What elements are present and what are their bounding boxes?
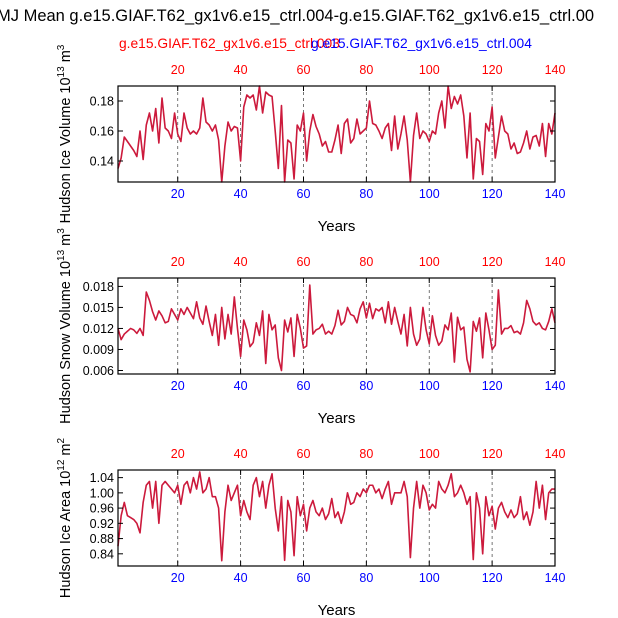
x-tick-label: 140 <box>545 571 566 585</box>
x-tick-label-top: 120 <box>482 447 503 461</box>
x-tick-label-top: 140 <box>545 447 566 461</box>
x-tick-label-top: 140 <box>545 255 566 269</box>
x-tick-label-top: 120 <box>482 63 503 77</box>
y-axis-title: Hudson Ice Area 1012 m2 <box>56 437 74 598</box>
x-tick-label: 60 <box>297 187 311 201</box>
x-tick-label: 100 <box>419 379 440 393</box>
y-tick-label: 0.84 <box>90 547 114 561</box>
x-tick-label-top: 20 <box>171 255 185 269</box>
plot-frame <box>117 469 556 567</box>
y-tick-label: 0.018 <box>83 280 114 294</box>
x-tick-label-top: 20 <box>171 63 185 77</box>
y-tick-label: 0.18 <box>90 95 114 109</box>
x-axis-title: Years <box>318 218 356 235</box>
legend-case1-label: g.e15.GIAF.T62_gx1v6.e15_ctrl.003 <box>119 36 340 51</box>
x-tick-label: 20 <box>171 379 185 393</box>
y-axis-title: Hudson Snow Volume 1013 m3 <box>56 228 74 424</box>
y-axis-title: Hudson Ice Volume 1013 m3 <box>56 44 74 223</box>
x-tick-label: 120 <box>482 379 503 393</box>
x-tick-label-top: 100 <box>419 255 440 269</box>
x-tick-label: 60 <box>297 379 311 393</box>
x-tick-label-top: 100 <box>419 447 440 461</box>
x-tick-label: 60 <box>297 571 311 585</box>
plot-frame <box>117 85 556 183</box>
y-tick-label: 0.14 <box>90 155 114 169</box>
x-tick-label-top: 140 <box>545 63 566 77</box>
y-tick-label: 0.16 <box>90 125 114 139</box>
chart-panel-3: 20204040606080801001001201201401400.840.… <box>56 437 565 618</box>
x-tick-label: 140 <box>545 187 566 201</box>
x-tick-label-top: 100 <box>419 63 440 77</box>
series-line <box>117 471 555 562</box>
x-tick-label-top: 80 <box>359 255 373 269</box>
x-tick-label-top: 120 <box>482 255 503 269</box>
legend-case2-label: g.e15.GIAF.T62_gx1v6.e15_ctrl.004 <box>311 36 532 51</box>
x-tick-label-top: 60 <box>297 255 311 269</box>
x-tick-label-top: 40 <box>234 255 248 269</box>
x-tick-label-top: 80 <box>359 447 373 461</box>
x-tick-label: 20 <box>171 571 185 585</box>
y-tick-label: 0.92 <box>90 517 114 531</box>
y-tick-label: 1.04 <box>90 471 114 485</box>
x-tick-label: 80 <box>359 379 373 393</box>
plot-frame <box>117 277 556 375</box>
chart-panel-2: 20 20 40 40 60 60 80 80 100 100 120 120 140 140 0.006 0… <box>56 228 565 427</box>
series-line <box>117 284 556 373</box>
x-tick-label: 140 <box>545 379 566 393</box>
x-tick-label-top: 20 <box>171 447 185 461</box>
x-tick-label: 40 <box>234 187 248 201</box>
y-tick-label: 0.96 <box>90 502 114 516</box>
y-tick-label: 0.015 <box>83 301 114 315</box>
y-tick-label: 0.006 <box>83 364 114 378</box>
x-tick-label: 40 <box>234 379 248 393</box>
y-tick-label: 0.012 <box>83 322 114 336</box>
chart-panels: 20 20 40 40 60 60 80 80 100 100 120 120 140 140 0.14 0.… <box>56 44 565 618</box>
x-tick-label-top: 80 <box>359 63 373 77</box>
x-axis-title: Years <box>318 410 356 427</box>
chart-panel-1: 20 20 40 40 60 60 80 80 100 100 120 120 140 140 0.14 0.… <box>56 44 565 235</box>
x-tick-label: 120 <box>482 571 503 585</box>
x-tick-label: 120 <box>482 187 503 201</box>
x-tick-label: 100 <box>419 187 440 201</box>
x-tick-label: 20 <box>171 187 185 201</box>
x-tick-label-top: 40 <box>234 63 248 77</box>
y-tick-label: 0.009 <box>83 343 114 357</box>
series-line <box>117 85 556 183</box>
figure-title: MJ Mean g.e15.GIAF.T62_gx1v6.e15_ctrl.00… <box>0 7 594 25</box>
x-tick-label-top: 60 <box>297 63 311 77</box>
x-axis-title: Years <box>318 602 356 618</box>
y-tick-label: 1.00 <box>90 486 114 500</box>
x-tick-label-top: 60 <box>297 447 311 461</box>
x-tick-label: 40 <box>234 571 248 585</box>
y-tick-label: 0.88 <box>90 532 114 546</box>
x-tick-label: 100 <box>419 571 440 585</box>
x-tick-label: 80 <box>359 571 373 585</box>
x-tick-label: 80 <box>359 187 373 201</box>
x-tick-label-top: 40 <box>234 447 248 461</box>
